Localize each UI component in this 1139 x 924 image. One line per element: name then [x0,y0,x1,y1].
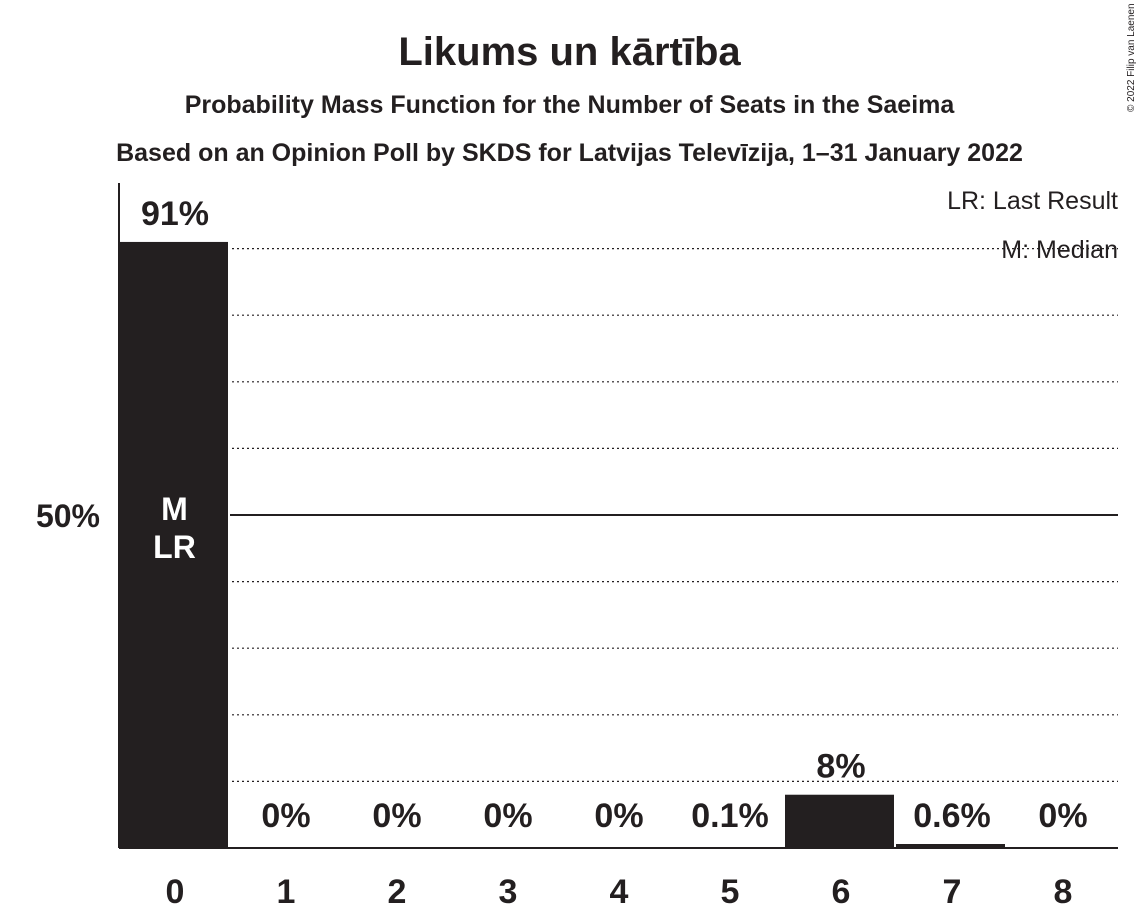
last-result-marker: LR [153,529,196,565]
x-tick-label: 7 [943,873,962,911]
copyright-notice: © 2022 Filip van Laenen [1126,3,1137,112]
y-tick-label: 50% [36,498,100,534]
data-label: 0% [594,797,643,835]
x-tick-label: 4 [610,873,629,911]
x-tick-label: 0 [166,873,185,911]
data-label: 0.6% [913,797,991,835]
chart-subtitle: Probability Mass Function for the Number… [185,91,956,119]
x-tick-label: 6 [832,873,851,911]
x-axis-ticks: 0 1 2 3 4 5 6 7 8 [166,873,1073,911]
bar-6-seats [785,795,894,848]
x-tick-label: 3 [499,873,518,911]
x-tick-label: 5 [721,873,740,911]
bar-7-seats [896,844,1005,848]
chart-source: Based on an Opinion Poll by SKDS for Lat… [116,139,1023,167]
data-label: 91% [141,195,209,233]
data-label: 0.1% [691,797,769,835]
legend-last-result: LR: Last Result [947,187,1118,215]
legend-median: M: Median [1001,236,1118,264]
x-tick-label: 8 [1054,873,1073,911]
data-label: 0% [1038,797,1087,835]
data-label: 8% [816,748,865,786]
data-label: 0% [483,797,532,835]
legend: LR: Last Result M: Median [947,187,1118,264]
chart-title: Likums un kārtība [398,30,741,74]
gridlines [230,249,1118,782]
bar-5-seats [674,847,783,848]
x-tick-label: 2 [388,873,407,911]
median-marker: M [161,491,188,527]
data-label: 0% [372,797,421,835]
y-axis-ticks: 50% [36,498,100,534]
x-tick-label: 1 [277,873,296,911]
data-label: 0% [261,797,310,835]
bars [119,242,1005,848]
